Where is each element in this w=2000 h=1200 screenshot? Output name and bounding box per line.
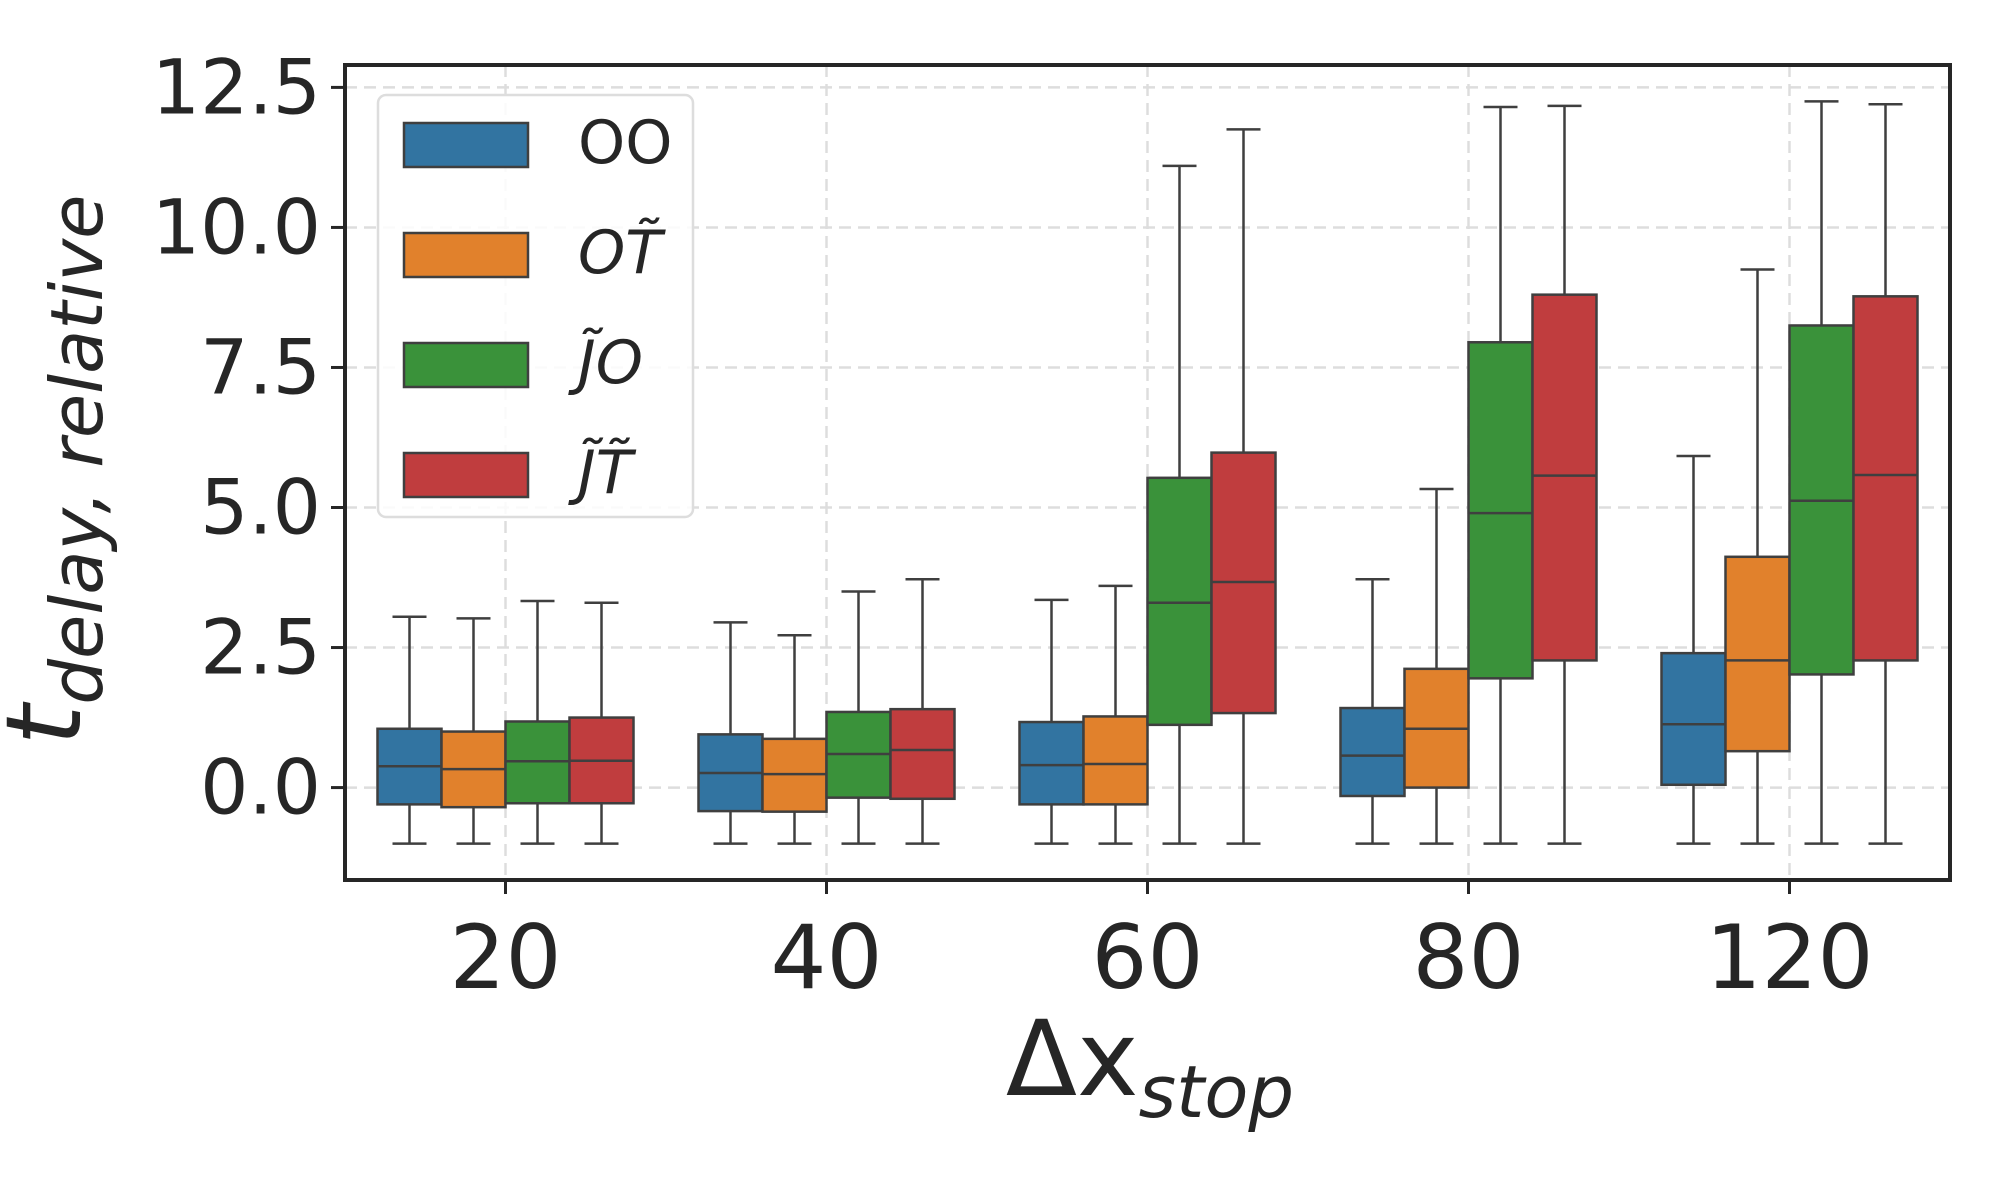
y-axis-label: tdelay, relative <box>0 195 119 746</box>
box-group <box>1146 164 1213 845</box>
box-group <box>761 633 828 845</box>
legend-swatch <box>402 231 530 279</box>
box-group <box>1403 487 1470 845</box>
box-group <box>697 621 764 845</box>
y-tick-label: 12.5 <box>152 42 321 131</box>
box-group <box>1018 598 1085 845</box>
box-group <box>1788 100 1855 845</box>
box-iqr <box>1339 706 1406 798</box>
x-tick-label: 40 <box>771 906 883 1009</box>
legend-label: J̃T̃ <box>568 437 637 508</box>
legend-swatch <box>402 451 530 499</box>
box-iqr <box>1018 720 1085 806</box>
box-iqr <box>1531 293 1598 662</box>
legend-swatch <box>402 121 530 169</box>
y-tick-label: 2.5 <box>200 603 321 692</box>
box-iqr <box>1467 341 1534 680</box>
box-group <box>825 590 892 845</box>
box-iqr <box>1660 651 1727 787</box>
box-group <box>568 601 635 845</box>
y-axis-ticks: 0.0 2.5 5.0 7.5 10.0 12.5 <box>152 42 345 832</box>
box-iqr <box>1082 715 1149 806</box>
legend-label: OT̃ <box>578 217 666 288</box>
y-axis-label-base: t <box>0 701 105 745</box>
y-tick-label: 0.0 <box>200 743 321 832</box>
x-tick-label: 60 <box>1092 906 1204 1009</box>
x-axis-ticks: 20 40 60 80 120 <box>450 880 1874 1009</box>
box-group <box>1339 577 1406 845</box>
box-group <box>889 577 956 845</box>
legend-frame <box>376 93 695 519</box>
box-iqr <box>1724 555 1791 753</box>
plot-boxes <box>376 100 1919 845</box>
x-axis-label-subscript: stop <box>1139 1050 1295 1134</box>
box-group <box>1531 104 1598 845</box>
x-tick-label: 120 <box>1706 906 1874 1009</box>
box-group <box>1660 454 1727 845</box>
legend-label: J̃O <box>568 327 643 398</box>
y-tick-label: 10.0 <box>152 182 321 271</box>
y-axis-label-subscript: delay, relative <box>35 195 119 705</box>
x-axis-label: Δxstop <box>1006 998 1294 1134</box>
box-group <box>1724 268 1791 845</box>
y-tick-label: 5.0 <box>200 463 321 552</box>
box-group <box>504 599 571 845</box>
box-group <box>1082 584 1149 845</box>
box-iqr <box>889 707 956 801</box>
legend-label: OO <box>578 108 672 178</box>
box-iqr <box>1146 476 1213 727</box>
x-axis-label-base: Δx <box>1006 998 1139 1120</box>
box-group <box>376 615 443 845</box>
box-group <box>1852 102 1919 845</box>
x-tick-label: 20 <box>450 906 562 1009</box>
box-group <box>1467 105 1534 845</box>
box-group <box>1210 128 1277 845</box>
box-group <box>440 617 507 845</box>
x-tick-label: 80 <box>1413 906 1525 1009</box>
legend: OO OT̃ J̃O J̃T̃ <box>376 93 695 519</box>
box-iqr <box>1852 295 1919 662</box>
y-tick-label: 7.5 <box>200 322 321 411</box>
legend-swatch <box>402 341 530 389</box>
